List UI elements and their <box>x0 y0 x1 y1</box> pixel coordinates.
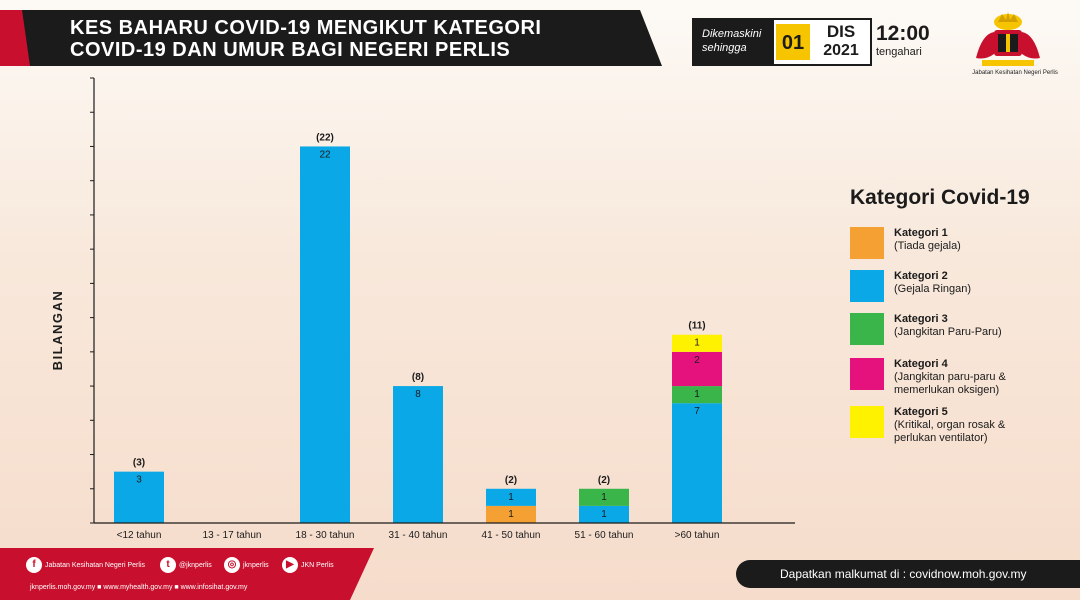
department-name: Jabatan Kesihatan Negeri Perlis <box>972 70 1058 76</box>
date-year: 2021 <box>823 42 859 59</box>
update-label-line1: Dikemaskini <box>702 28 762 40</box>
segment-value-label: 1 <box>601 492 607 503</box>
facebook-link[interactable]: f Jabatan Kesihatan Negeri Perlis <box>26 557 145 573</box>
update-time: 12:00 <box>876 22 930 45</box>
legend-item-name: Kategori 3 <box>894 313 948 325</box>
twitter-link[interactable]: t @jknperlis <box>160 557 212 573</box>
bar-segment <box>672 403 722 523</box>
bar-segment <box>300 146 350 523</box>
bar-segment <box>579 488 629 506</box>
title-bar: KES BAHARU COVID-19 MENGIKUT KATEGORI CO… <box>0 10 662 66</box>
bar-total-label: (2) <box>505 475 517 486</box>
instagram-icon: ◎ <box>224 557 240 573</box>
footer-social-bar: f Jabatan Kesihatan Negeri Perlis t @jkn… <box>0 548 374 600</box>
x-tick-label: >60 tahun <box>675 530 720 541</box>
x-tick-label: 31 - 40 tahun <box>389 530 448 541</box>
legend-item-name: Kategori 1 <box>894 227 948 239</box>
bar-total-label: (3) <box>133 458 145 469</box>
bar-segment <box>672 386 722 404</box>
update-label-line2: sehingga <box>702 42 747 54</box>
instagram-link[interactable]: ◎ jknperlis <box>224 557 269 573</box>
segment-value-label: 1 <box>694 389 700 400</box>
legend-title: Kategori Covid-19 <box>850 186 1030 209</box>
legend-swatch <box>850 406 884 438</box>
bar-total-label: (11) <box>688 321 705 332</box>
bar-segment <box>486 505 536 523</box>
facebook-icon: f <box>26 557 42 573</box>
footer-info-bar: Dapatkan malkumat di : covidnow.moh.gov.… <box>736 560 1080 588</box>
legend-item-name: Kategori 2 <box>894 270 948 282</box>
youtube-link[interactable]: ▶ JKN Perlis <box>282 557 334 573</box>
legend-item-desc: (Gejala Ringan) <box>894 283 972 295</box>
x-tick-label: 51 - 60 tahun <box>575 530 634 541</box>
instagram-label: jknperlis <box>243 561 269 569</box>
update-date-box: Dikemaskini sehingga 01 DIS 2021 <box>692 18 872 66</box>
youtube-label: JKN Perlis <box>301 561 334 569</box>
y-axis-label: BILANGAN <box>50 290 65 371</box>
update-label: Dikemaskini sehingga <box>694 20 774 64</box>
segment-value-label: 1 <box>694 338 700 349</box>
bar-total-label: (8) <box>412 372 424 383</box>
legend-swatch <box>850 358 884 390</box>
date-month: DIS <box>826 22 856 41</box>
footer-info-text: Dapatkan malkumat di : covidnow.moh.gov.… <box>780 567 1027 581</box>
x-tick-label: 41 - 50 tahun <box>482 530 541 541</box>
legend-swatch <box>850 270 884 302</box>
bar-total-label: (2) <box>598 475 610 486</box>
segment-value-label: 1 <box>508 492 514 503</box>
legend-item-name: Kategori 4 <box>894 358 948 370</box>
bar-segment <box>672 351 722 387</box>
x-tick-label: <12 tahun <box>117 530 162 541</box>
legend-swatch <box>850 227 884 259</box>
legend-item-name: Kategori 5 <box>894 406 948 418</box>
twitter-label: @jknperlis <box>179 561 212 569</box>
bar-segment <box>393 386 443 523</box>
bar-segment <box>114 471 164 523</box>
segment-value-label: 22 <box>319 149 331 160</box>
segment-value-label: 1 <box>508 509 514 520</box>
segment-value-label: 1 <box>601 509 607 520</box>
bar-total-label: (22) <box>316 132 334 143</box>
page-title-line2: COVID-19 DAN UMUR BAGI NEGERI PERLIS <box>70 39 511 61</box>
x-tick-label: 18 - 30 tahun <box>296 530 355 541</box>
bar-segment <box>672 334 722 352</box>
bar-segment <box>486 488 536 506</box>
legend-item-desc: (Kritikal, organ rosak & perlukan ventil… <box>894 419 1006 444</box>
date-day: 01 <box>776 24 810 60</box>
update-time-sub: tengahari <box>876 46 922 58</box>
segment-value-label: 2 <box>694 355 700 366</box>
legend-swatch <box>850 313 884 345</box>
segment-value-label: 3 <box>136 475 142 486</box>
coat-of-arms-icon <box>976 12 1040 66</box>
twitter-icon: t <box>160 557 176 573</box>
segment-value-label: 8 <box>415 389 421 400</box>
facebook-label: Jabatan Kesihatan Negeri Perlis <box>45 561 146 569</box>
page-title-line1: KES BAHARU COVID-19 MENGIKUT KATEGORI <box>70 17 542 39</box>
legend-item-desc: (Tiada gejala) <box>894 240 961 252</box>
legend-item-desc: (Jangkitan Paru-Paru) <box>894 326 1002 338</box>
segment-value-label: 7 <box>694 406 700 417</box>
legend-item-desc: (Jangkitan paru-paru & memerlukan oksige… <box>894 371 1006 396</box>
x-tick-label: 13 - 17 tahun <box>203 530 262 541</box>
footer-weblinks[interactable]: jknperlis.moh.gov.my ■ www.myhealth.gov.… <box>30 584 248 591</box>
youtube-icon: ▶ <box>282 557 298 573</box>
bar-segment <box>579 505 629 523</box>
